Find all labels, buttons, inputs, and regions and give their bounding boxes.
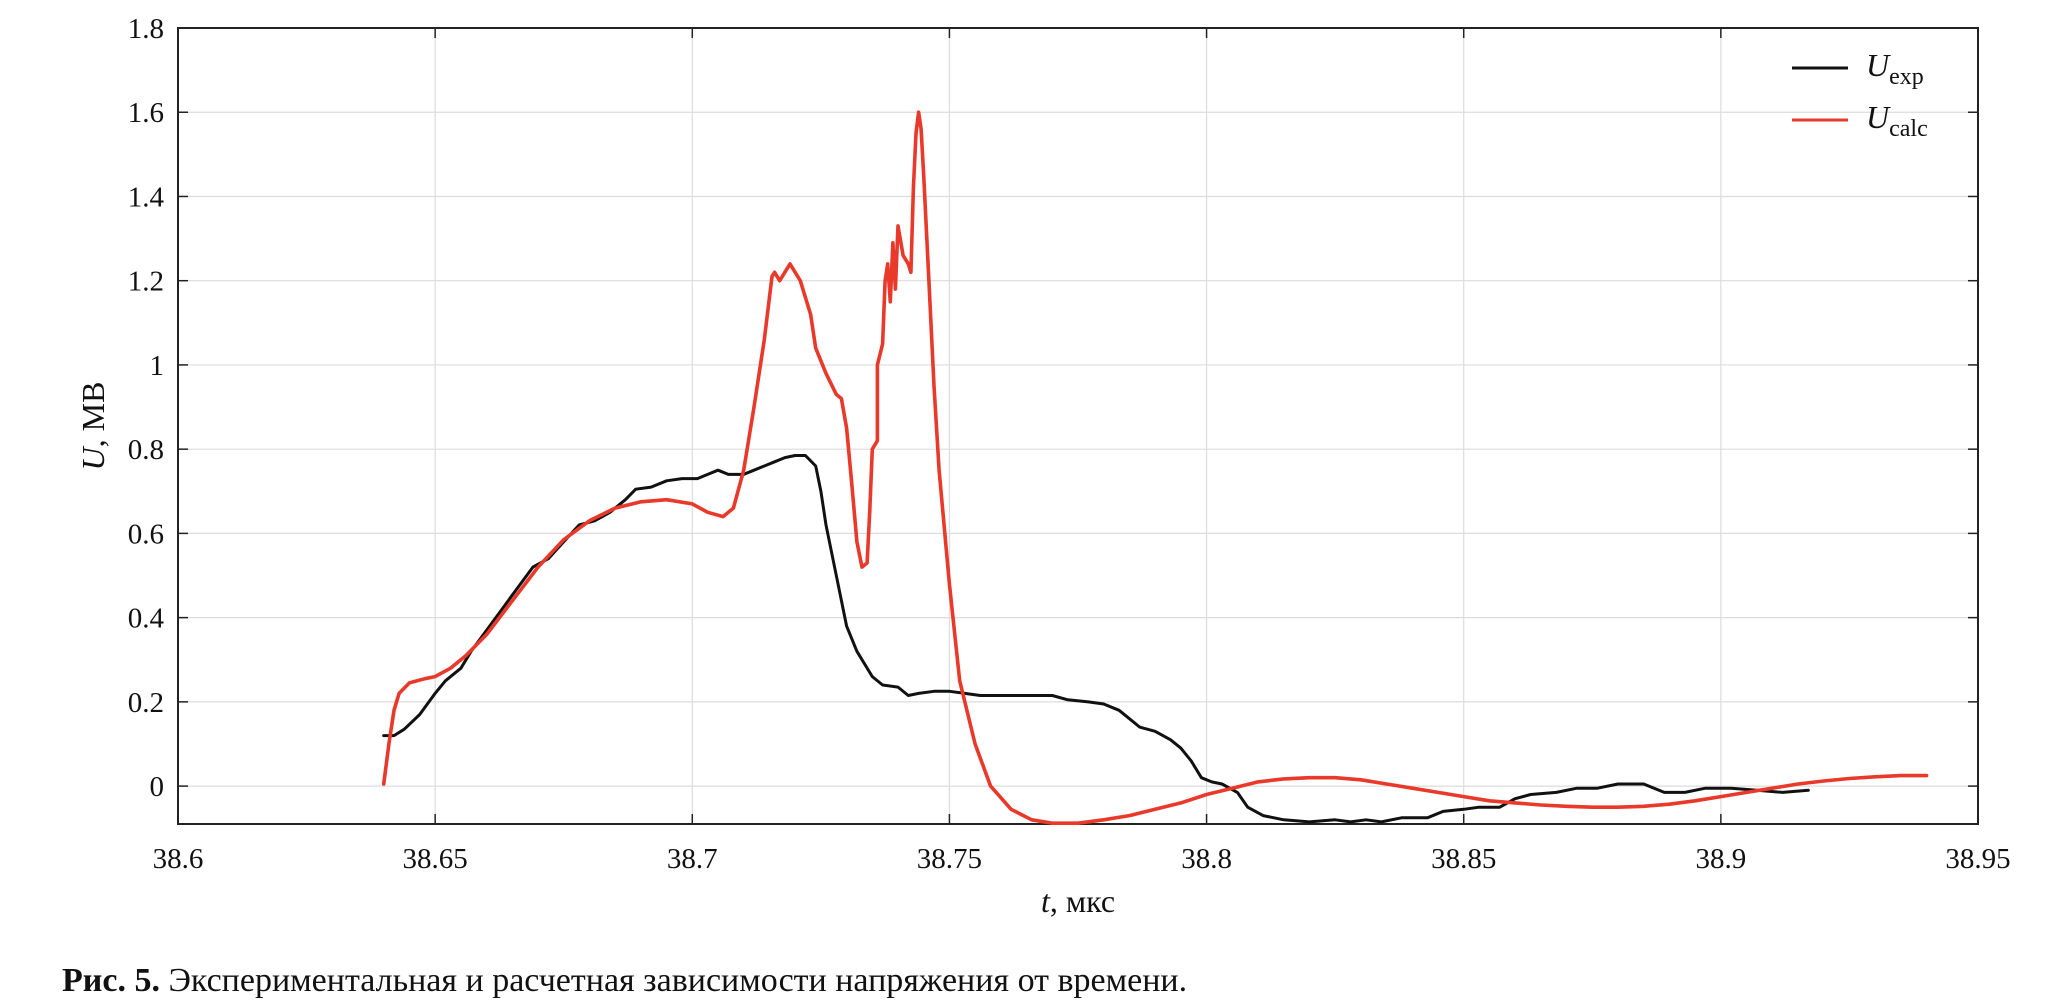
y-tick-label: 0.8 bbox=[128, 434, 164, 466]
ticks: 38.6 38.65 38.7 38.75 38.8 38.85 38.9 38.95 0 0.2… bbox=[128, 13, 2011, 875]
legend-calc-var: U bbox=[1866, 99, 1891, 135]
y-tick-label: 1.4 bbox=[128, 181, 165, 213]
x-axis-var: t bbox=[1041, 883, 1051, 919]
x-axis-label: t, мкс bbox=[1041, 883, 1115, 919]
legend-exp-var: U bbox=[1866, 47, 1891, 83]
y-tick-label: 1.2 bbox=[128, 266, 164, 298]
legend-exp-sub: exp bbox=[1889, 64, 1924, 90]
x-tick-label: 38.95 bbox=[1945, 843, 2010, 875]
y-tick-label: 1.6 bbox=[128, 97, 164, 129]
x-tick-label: 38.7 bbox=[667, 843, 718, 875]
legend-entry-exp: Uexp bbox=[1866, 47, 1924, 90]
series-line-exp bbox=[382, 454, 1810, 824]
y-tick-label: 1.8 bbox=[128, 13, 164, 45]
x-tick-label: 38.6 bbox=[153, 843, 204, 875]
grid bbox=[177, 27, 1979, 824]
legend-entry-calc: Ucalc bbox=[1866, 99, 1928, 142]
y-tick-label: 0 bbox=[150, 771, 165, 803]
figure-caption-text: Экспериментальная и расчетная зависимост… bbox=[159, 962, 1188, 999]
x-tick-label: 38.85 bbox=[1431, 843, 1496, 875]
y-axis-unit: , МВ bbox=[75, 382, 111, 448]
series bbox=[381, 110, 1929, 825]
y-tick-label: 1 bbox=[150, 350, 165, 382]
y-axis-label: U, МВ bbox=[75, 382, 111, 471]
x-tick-label: 38.9 bbox=[1695, 843, 1746, 875]
x-tick-label: 38.75 bbox=[917, 843, 982, 875]
y-axis-var: U bbox=[75, 445, 111, 470]
x-axis-unit: , мкс bbox=[1050, 883, 1115, 919]
series-line-calc bbox=[381, 110, 1929, 825]
legend-calc-sub: calc bbox=[1889, 116, 1928, 142]
legend: Uexp Ucalc bbox=[1792, 47, 1928, 142]
x-tick-label: 38.65 bbox=[403, 843, 468, 875]
y-tick-label: 0.6 bbox=[128, 518, 164, 550]
figure-number: Рис. 5. bbox=[62, 962, 160, 999]
x-tick-label: 38.8 bbox=[1181, 843, 1232, 875]
plot-frame bbox=[177, 27, 1979, 825]
y-tick-label: 0.4 bbox=[128, 603, 165, 635]
y-tick-label: 0.2 bbox=[128, 687, 164, 719]
figure-caption: Рис. 5. Экспериментальная и расчетная за… bbox=[62, 962, 1187, 1000]
